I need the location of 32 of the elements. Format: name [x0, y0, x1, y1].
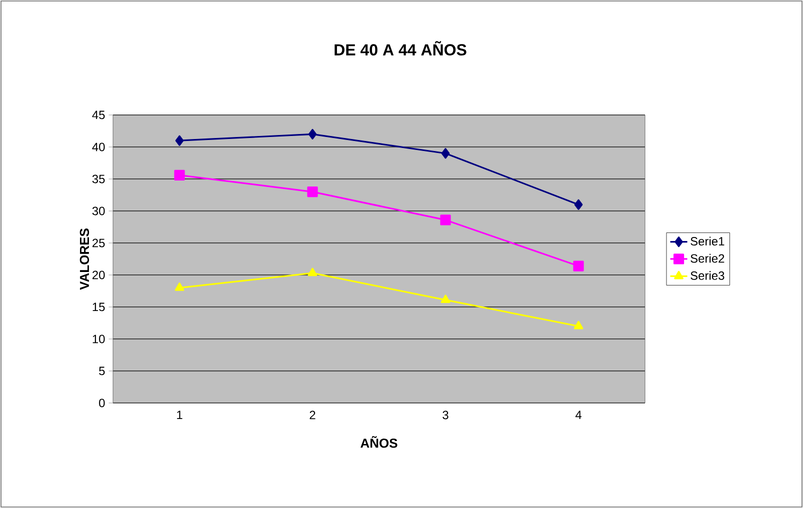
point: [441, 148, 450, 159]
x-tick-label: 2: [310, 410, 316, 420]
y-axis-title: VALORES: [80, 228, 90, 290]
y-tick-label: 0: [99, 398, 105, 408]
y-tick-label: 30: [92, 206, 105, 216]
point: [308, 268, 318, 276]
y-tick-label: 10: [92, 334, 105, 344]
point: [574, 199, 583, 210]
y-tick-label: 15: [92, 302, 105, 312]
y-tick-label: 5: [99, 366, 105, 376]
x-tick-label: 3: [442, 410, 448, 420]
point: [175, 135, 184, 146]
y-tick-label: 45: [92, 110, 105, 120]
x-axis-title: AÑOS: [360, 436, 398, 448]
legend-label: Serie3: [690, 271, 724, 280]
y-tick-label: 35: [92, 174, 105, 184]
point: [574, 320, 584, 330]
chart-title: DE 40 A 44 AÑOS: [334, 41, 466, 56]
point: [440, 214, 451, 226]
y-tick-label: 40: [92, 142, 105, 152]
x-tick-label: 4: [575, 410, 582, 420]
point: [440, 294, 450, 303]
y-tick-label: 25: [92, 238, 105, 248]
point: [573, 260, 584, 272]
legend-label: Serie2: [690, 254, 724, 263]
point: [174, 282, 184, 291]
y-tick-label: 20: [92, 270, 105, 280]
point: [307, 186, 318, 198]
x-tick-label: 1: [177, 410, 182, 420]
point: [308, 128, 317, 140]
legend-label: Serie1: [690, 236, 724, 246]
point: [174, 170, 185, 180]
